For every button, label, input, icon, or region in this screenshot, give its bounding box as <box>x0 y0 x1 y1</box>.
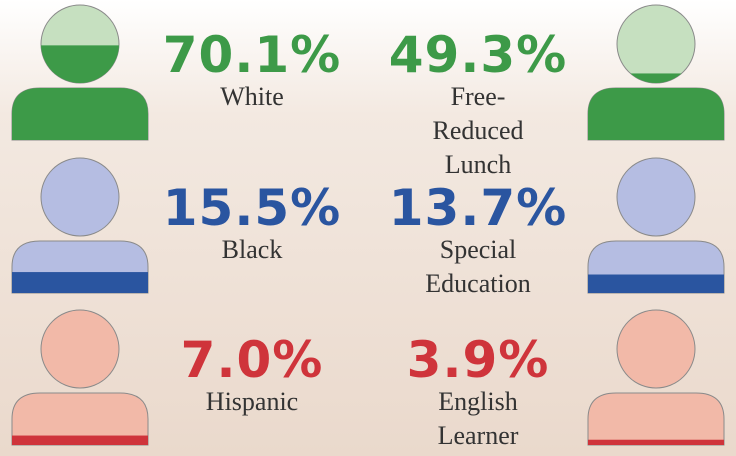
value-label: 70.1% <box>162 26 342 84</box>
category-label: Special Education <box>425 235 531 298</box>
fill-level <box>12 272 148 293</box>
fill-level <box>588 274 724 293</box>
person-icon <box>11 4 149 141</box>
fill-level <box>12 45 148 140</box>
category-label: Free-Reduced Lunch <box>432 82 524 179</box>
value-label: 7.0% <box>180 331 324 389</box>
category-label: Hispanic <box>205 387 299 416</box>
value-label: 15.5% <box>162 179 342 237</box>
fill-level <box>12 435 148 445</box>
value-label: 49.3% <box>388 26 568 84</box>
value-label: 3.9% <box>406 331 550 389</box>
category-label: Black <box>221 235 283 264</box>
head <box>616 157 696 237</box>
person-icon <box>587 4 725 141</box>
person-icon <box>587 157 725 294</box>
category-label: White <box>220 82 284 111</box>
head <box>40 309 120 389</box>
value-label: 13.7% <box>388 179 568 237</box>
head <box>40 157 120 237</box>
head <box>616 309 696 389</box>
body <box>11 392 149 446</box>
person-icon <box>587 309 725 446</box>
body <box>587 392 725 446</box>
person-icon <box>11 309 149 446</box>
fill-level <box>588 439 724 445</box>
person-icon <box>11 157 149 294</box>
category-label: English Learner <box>437 387 519 450</box>
head <box>616 4 696 84</box>
